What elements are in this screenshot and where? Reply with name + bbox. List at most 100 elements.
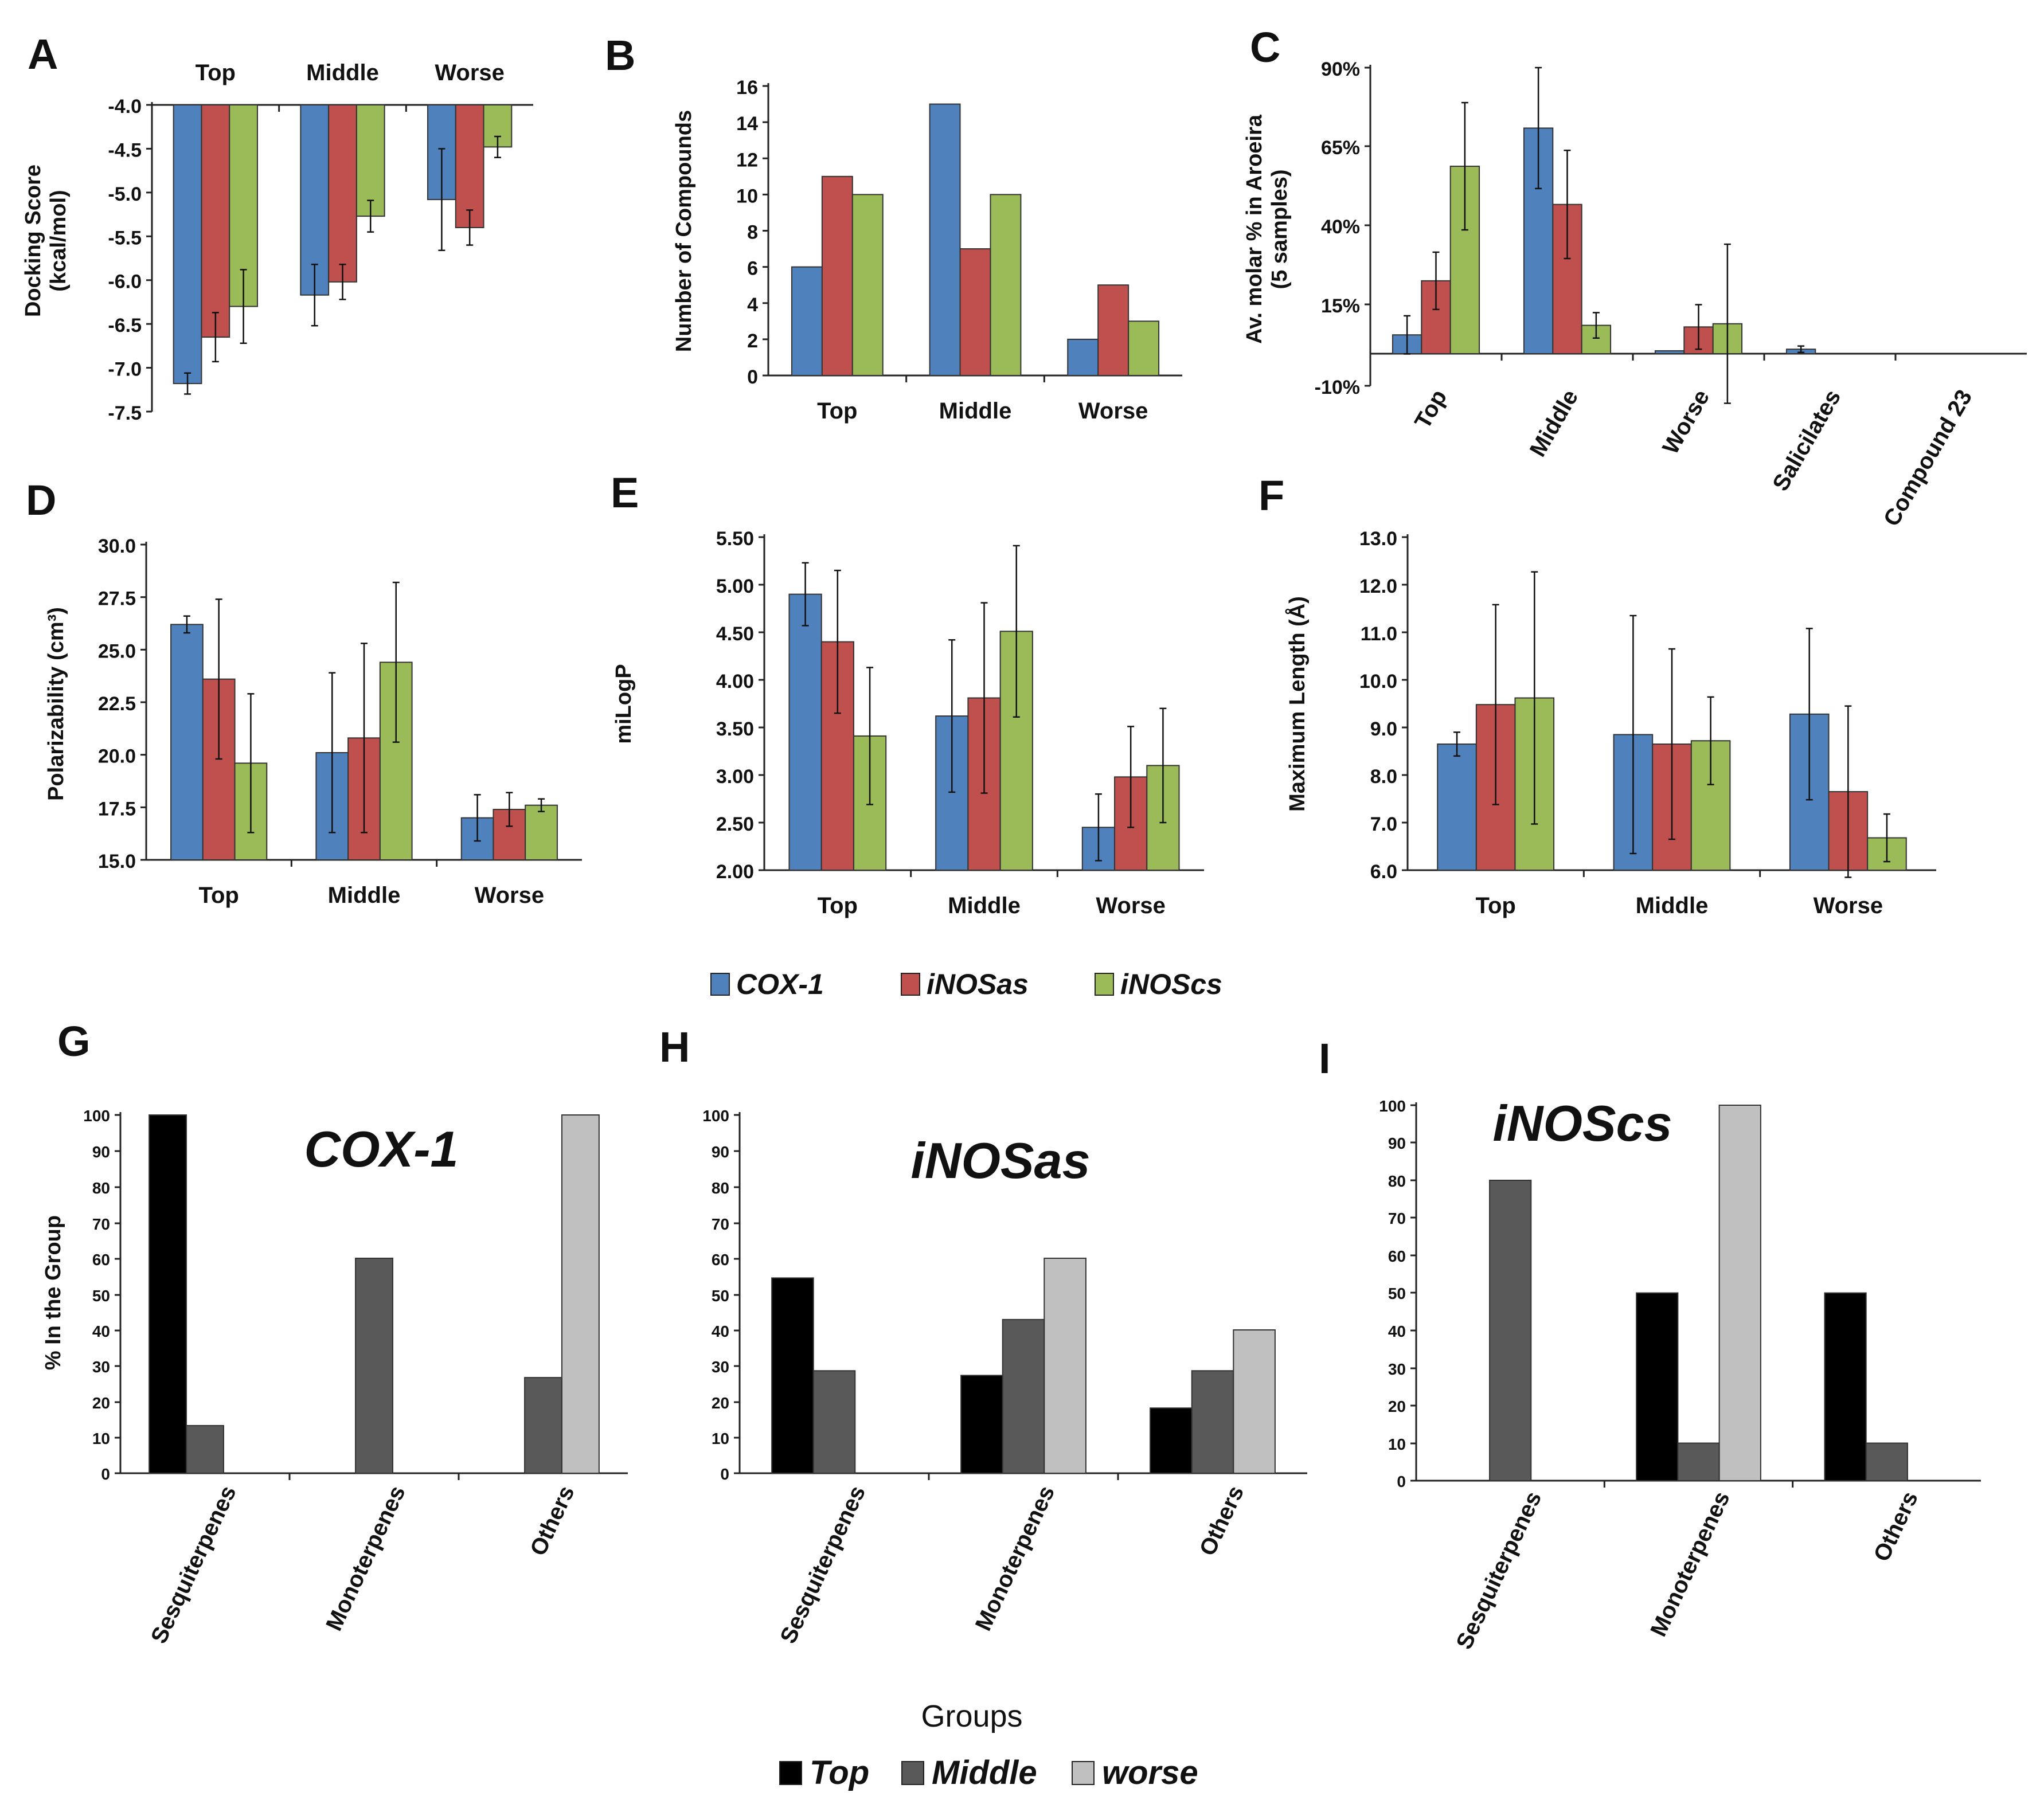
category-label: Worse: [1814, 893, 1883, 918]
bar-middle-sesquiterpenes: [1489, 1180, 1532, 1481]
y-tick-label: -6.5: [108, 315, 142, 336]
legend-label: Middle: [932, 1754, 1037, 1791]
bar-middle-sesquiterpenes: [186, 1425, 224, 1474]
bar-cox-1-top: [173, 104, 202, 385]
category-label: Worse: [1658, 386, 1714, 459]
panel-letter-g: G: [57, 1018, 91, 1065]
y-tick-label: 3.50: [716, 718, 754, 740]
panel-letter-b: B: [605, 32, 635, 79]
bar-cox-1-worse: [1067, 338, 1099, 376]
bar-cox-1-top: [788, 593, 822, 871]
bar-inosas-middle: [328, 104, 357, 283]
y-tick-label: 20: [1388, 1398, 1406, 1415]
y-axis-title: miLogP: [612, 664, 636, 743]
y-tick-label: 0: [1397, 1473, 1406, 1490]
category-label: Sesquiterpenes: [1452, 1488, 1547, 1653]
y-axis-title: Docking Score (kcal/mol): [21, 165, 71, 317]
category-label: Worse: [435, 60, 505, 85]
y-tick-label: 60: [92, 1251, 110, 1269]
category-label: Middle: [306, 60, 379, 85]
bar-middle-monoterpenes: [1677, 1442, 1720, 1481]
y-tick-label: 10: [1388, 1435, 1406, 1453]
category-label: Others: [525, 1482, 579, 1559]
panel-letter-a: A: [28, 30, 58, 78]
panel-letter-f: F: [1259, 472, 1284, 519]
legend-label: Top: [810, 1754, 869, 1791]
y-axis-title: Polarizability (cm³): [44, 607, 68, 801]
category-label: Middle: [948, 893, 1021, 918]
category-label: Worse: [1078, 398, 1148, 424]
category-label: Monoterpenes: [321, 1482, 410, 1634]
y-tick-label: 20: [92, 1394, 110, 1412]
y-axis-title-line: Polarizability (cm³): [44, 607, 68, 801]
y-tick-label: 100: [83, 1107, 110, 1125]
bar-middle-monoterpenes: [1002, 1318, 1045, 1474]
y-axis-title-line: (kcal/mol): [46, 190, 71, 291]
y-tick-label: 40: [92, 1322, 110, 1340]
y-tick-label: 2.50: [716, 813, 754, 835]
bar-top-others: [1824, 1292, 1867, 1481]
y-tick-label: 7.0: [1370, 813, 1397, 835]
y-tick-label: 2.00: [716, 861, 754, 883]
y-tick-label: 65%: [1321, 137, 1360, 159]
category-label: Top: [817, 398, 857, 424]
y-tick-label: 17.5: [98, 798, 136, 820]
panel-e: E 2.00 2.50 3.00 3.50 4.00 4.50 5.00 5.50 miLogP T…: [611, 469, 1204, 918]
y-axis-title-line: Maximum Length (Å): [1284, 596, 1310, 812]
bar-inosas-worse: [455, 104, 484, 228]
y-tick-label: 80: [712, 1179, 729, 1197]
y-tick-label: 6: [747, 258, 758, 280]
y-tick-label: 90%: [1321, 58, 1360, 80]
y-tick-label: 10: [92, 1430, 110, 1447]
y-tick-label: -5.5: [108, 227, 142, 249]
y-axis-title: Maximum Length (Å): [1284, 596, 1310, 812]
y-tick-label: 8.0: [1370, 766, 1397, 788]
y-axis-title-line: Number of Compounds: [672, 110, 696, 352]
legend-label: iNOScs: [1120, 968, 1222, 1000]
category-label: Salicilates: [1768, 386, 1846, 495]
y-tick-label: 25.0: [98, 640, 136, 662]
bar-top-monoterpenes: [960, 1375, 1003, 1474]
y-tick-label: 60: [1388, 1247, 1406, 1265]
bar-cox-1-worse: [1654, 350, 1685, 355]
category-label: Top: [198, 883, 239, 908]
y-tick-label: 10.0: [1359, 671, 1397, 692]
inset-title: iNOScs: [1492, 1095, 1672, 1152]
y-tick-label: 100: [702, 1107, 729, 1125]
bar-cox-1-top: [170, 624, 204, 861]
panel-i: I 0 10 20 30 40 50 60 70 80 90 100 Sesquiterpenes Mon…: [1319, 1035, 1981, 1653]
panel-h: H 0 10 20 30 40 50 60 70 80 90 100 Sesquiterpenes Mon…: [659, 1023, 1307, 1647]
y-tick-label: 20.0: [98, 746, 136, 768]
y-tick-label: 11.0: [1361, 623, 1397, 645]
category-label: Worse: [1096, 893, 1166, 918]
y-tick-label: 4.00: [716, 671, 754, 692]
y-tick-label: -7.0: [108, 359, 142, 381]
bar-middle-sesquiterpenes: [812, 1370, 856, 1474]
panel-letter-d: D: [26, 476, 56, 524]
y-tick-label: 2: [747, 330, 758, 352]
bar-worse-others: [561, 1114, 600, 1474]
bar-cox-1-middle: [300, 104, 330, 296]
y-tick-label: 15%: [1321, 295, 1360, 317]
bar-cox-1-middle: [929, 103, 961, 376]
panel-letter-c: C: [1250, 24, 1280, 71]
y-axis-title: Number of Compounds: [672, 110, 696, 352]
category-label: Monoterpenes: [1646, 1488, 1734, 1640]
inset-title: iNOSas: [910, 1132, 1090, 1189]
category-label: Middle: [939, 398, 1012, 424]
category-label: Compound 23: [1879, 386, 1977, 531]
y-tick-label: 30: [92, 1358, 110, 1376]
y-tick-label: -5.0: [108, 183, 142, 205]
y-tick-label: 16: [736, 77, 758, 99]
legend-swatch-cox-1: [710, 973, 730, 996]
bar-inosas-middle: [959, 248, 991, 376]
y-tick-label: 10: [712, 1430, 729, 1447]
bar-top-sesquiterpenes: [771, 1277, 814, 1474]
legend-label: COX-1: [736, 968, 824, 1000]
y-tick-label: 15.0: [98, 851, 136, 872]
legend-swatch-worse: [1072, 1761, 1095, 1785]
legend-swatch-middle: [901, 1761, 924, 1785]
y-tick-label: 70: [1388, 1210, 1406, 1227]
y-tick-label: 0: [101, 1465, 110, 1483]
y-tick-label: 100: [1379, 1097, 1406, 1115]
